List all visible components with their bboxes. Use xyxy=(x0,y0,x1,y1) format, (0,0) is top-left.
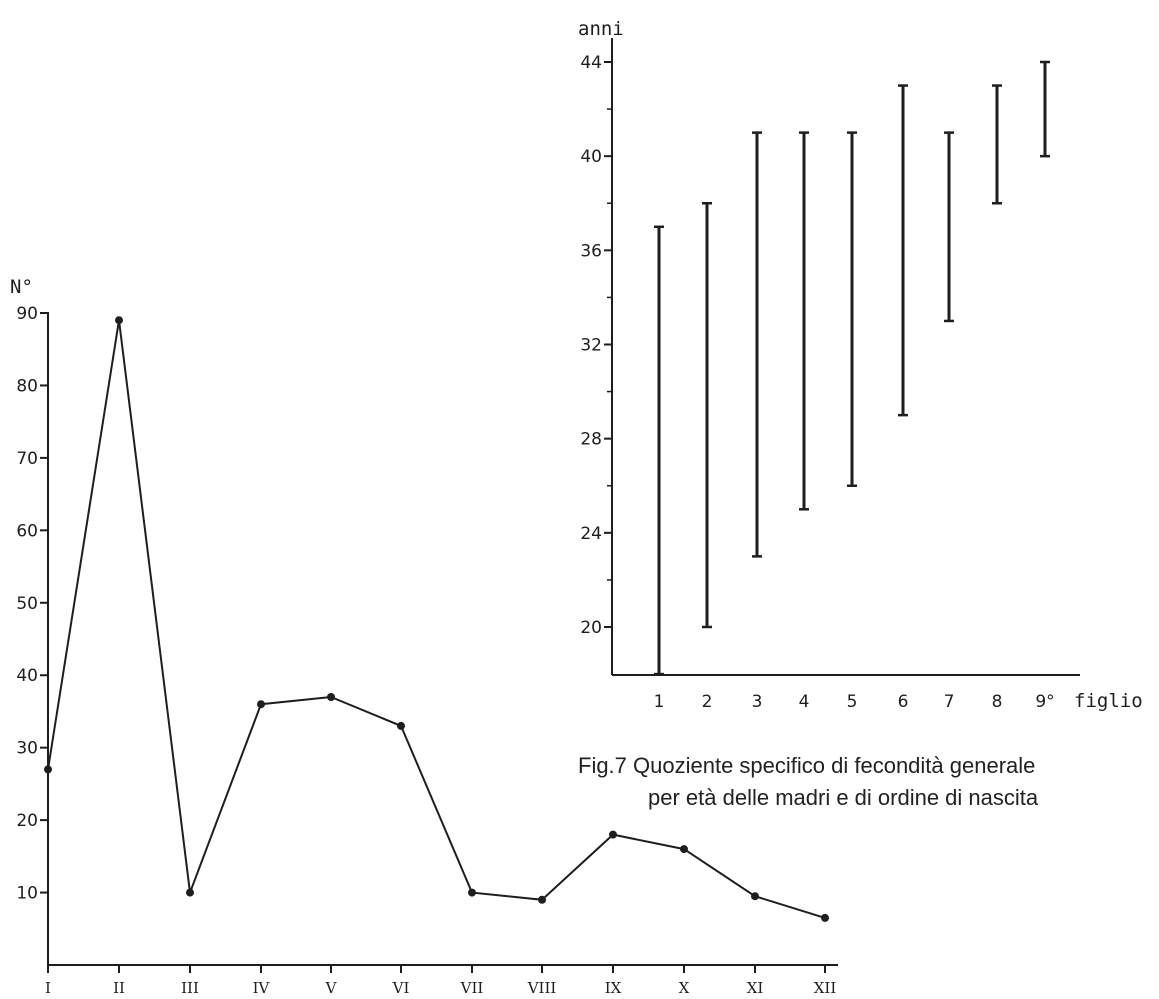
births-data-point xyxy=(257,700,265,709)
right-x-tick-label: 6 xyxy=(898,692,909,712)
left-x-ticks: I II III IV V VI VII VIII IX X XI XII xyxy=(45,965,836,997)
left-x-tick-label: I xyxy=(45,979,51,997)
right-y-tick-label: 32 xyxy=(580,336,602,356)
figure-caption-line1: Fig.7 Quoziente specifico di fecondità g… xyxy=(578,753,1035,778)
left-x-tick-label: XII xyxy=(814,979,837,997)
left-y-tick-label: 10 xyxy=(16,884,38,904)
right-x-tick-label: 9° xyxy=(1035,692,1054,712)
left-x-tick-label: III xyxy=(181,979,199,997)
births-data-point xyxy=(44,765,52,774)
right-x-tick-label: 4 xyxy=(799,692,810,712)
left-y-tick-label: 60 xyxy=(16,521,38,541)
right-y-axis-label: anni xyxy=(578,18,624,40)
figure-caption-line2: per età delle madri e di ordine di nasci… xyxy=(648,785,1039,810)
left-x-tick-label: II xyxy=(113,979,125,997)
left-x-tick-label: XI xyxy=(747,979,764,997)
mother-age-range-chart: anni figlio 20 24 28 32 36 40 44 1 2 3 4 5 6 7 8 9° xyxy=(578,18,1143,712)
left-y-tick-label: 80 xyxy=(16,376,38,396)
left-y-tick-label: 70 xyxy=(16,449,38,469)
right-x-axis-label: figlio xyxy=(1074,690,1143,712)
left-x-tick-label: VIII xyxy=(527,979,557,997)
right-y-tick-label: 44 xyxy=(580,53,602,73)
left-y-tick-label: 90 xyxy=(16,304,38,324)
left-x-tick-label: X xyxy=(679,979,690,997)
births-data-point xyxy=(327,693,335,701)
right-y-tick-label: 24 xyxy=(580,524,602,544)
right-x-tick-label: 8 xyxy=(992,692,1003,712)
births-data-point xyxy=(680,845,688,854)
right-x-tick-label: 2 xyxy=(702,692,713,712)
left-x-tick-label: IX xyxy=(605,979,622,997)
left-y-ticks: 10 20 30 40 50 60 70 80 90 xyxy=(16,304,48,904)
left-x-tick-label: VII xyxy=(460,979,484,997)
births-data-point xyxy=(538,895,546,904)
right-y-tick-label: 28 xyxy=(580,430,602,450)
left-y-axis-label: N° xyxy=(10,276,33,298)
left-x-tick-label: V xyxy=(325,979,338,997)
right-x-ticks: 1 2 3 4 5 6 7 8 9° xyxy=(654,692,1055,712)
right-y-tick-label: 36 xyxy=(580,241,602,261)
left-y-tick-label: 30 xyxy=(16,739,38,759)
births-series-points xyxy=(44,316,829,922)
right-y-tick-label: 40 xyxy=(580,147,602,167)
births-data-point xyxy=(397,721,405,730)
left-x-tick-label: IV xyxy=(253,979,271,997)
right-x-tick-label: 7 xyxy=(944,692,955,712)
births-data-point xyxy=(821,913,829,922)
right-x-tick-label: 1 xyxy=(654,692,665,712)
left-y-tick-label: 20 xyxy=(16,811,38,831)
age-range-bars xyxy=(654,60,1050,676)
left-y-tick-label: 40 xyxy=(16,666,38,686)
births-data-point xyxy=(751,892,759,901)
births-data-point xyxy=(115,316,123,325)
births-data-point xyxy=(186,888,194,897)
left-x-tick-label: VI xyxy=(392,979,410,997)
births-data-point xyxy=(609,830,617,839)
right-y-tick-label: 20 xyxy=(580,618,602,638)
right-y-ticks: 20 24 28 32 36 40 44 xyxy=(580,53,612,638)
births-data-point xyxy=(468,888,476,897)
births-series-line xyxy=(47,320,826,919)
left-y-tick-label: 50 xyxy=(16,594,38,614)
right-x-tick-label: 5 xyxy=(847,692,858,712)
right-x-tick-label: 3 xyxy=(752,692,763,712)
